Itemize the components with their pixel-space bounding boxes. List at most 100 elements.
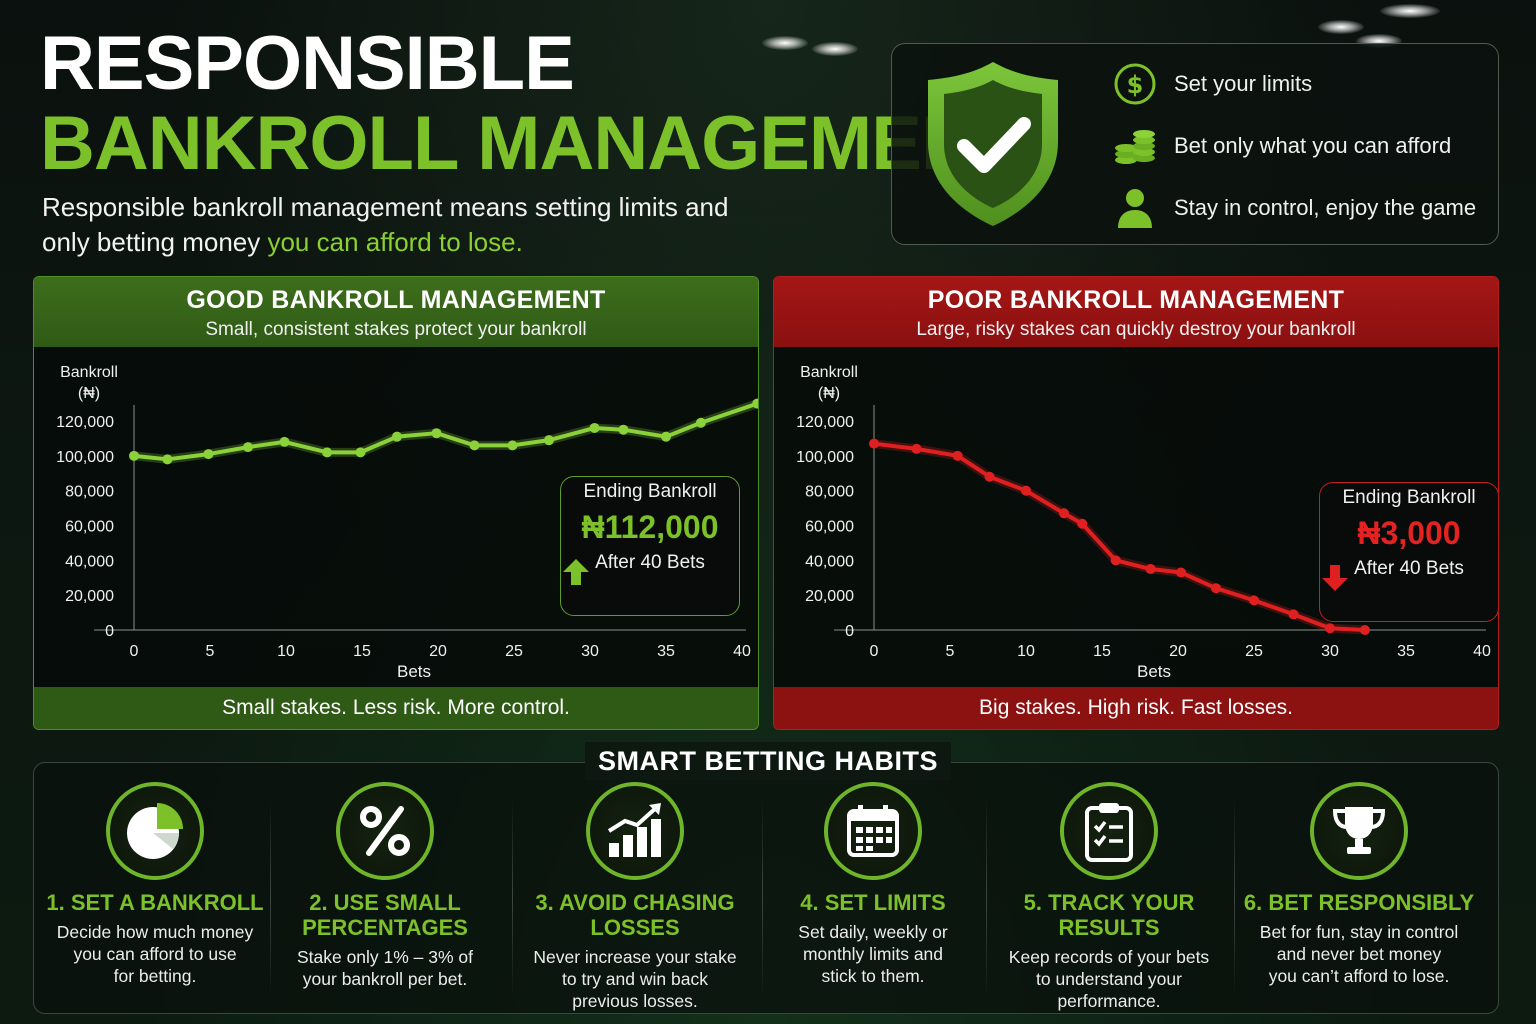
data-point (162, 454, 173, 465)
x-tick-label: 15 (1093, 643, 1111, 660)
habit-title: 1. SET A BANKROLL (46, 890, 264, 915)
data-point (1176, 567, 1187, 578)
x-tick-label: 35 (657, 643, 675, 660)
shield-check-icon (928, 62, 1058, 226)
y-tick-label: 120,000 (56, 414, 114, 431)
data-point (695, 417, 706, 428)
page-title-line2: BANKROLL MANAGEMENT (40, 101, 1021, 186)
habits-title: SMART BETTING HABITS (585, 742, 951, 780)
data-point (589, 422, 600, 433)
pie-chart-icon (106, 782, 204, 880)
trophy-icon (1310, 782, 1408, 880)
down-arrow-icon (1322, 565, 1348, 591)
habit-description: Stake only 1% – 3% of your bankroll per b… (296, 947, 474, 989)
tip-bet-afford: Bet only what you can afford (1110, 124, 1451, 168)
ending-label: Ending Bankroll (1342, 487, 1476, 508)
calendar-icon (824, 782, 922, 880)
data-point (243, 442, 253, 453)
good-panel-footer: Small stakes. Less risk. More control. (34, 687, 758, 729)
person-icon (1110, 186, 1160, 230)
tip-label: Set your limits (1174, 71, 1313, 96)
y-tick-label: 0 (105, 623, 114, 640)
data-point (203, 449, 214, 460)
data-point (618, 424, 629, 435)
tip-label: Bet only what you can afford (1174, 133, 1452, 158)
poor-ending-box: Ending Bankroll ₦3,000 After 40 Bets (1319, 482, 1498, 622)
x-axis-label: Bets (1137, 662, 1171, 681)
good-bankroll-chart: Bankroll (₦) 0 20,000 40,000 60,000 80,000 100,… (56, 364, 758, 681)
x-tick-label: 25 (1245, 643, 1263, 660)
up-arrow-icon (563, 559, 589, 585)
x-axis-label: Bets (397, 662, 431, 681)
y-tick-label: 100,000 (56, 449, 114, 466)
good-panel-heading: GOOD BANKROLL MANAGEMENT (186, 286, 606, 314)
x-tick-label: 30 (581, 643, 599, 660)
intro-text-main: Responsible bankroll management means se… (42, 192, 729, 257)
data-point (469, 440, 480, 451)
poor-panel-footer: Big stakes. High risk. Fast losses. (774, 687, 1498, 729)
y-axis-label: Bankroll (800, 364, 858, 381)
data-point (1249, 595, 1259, 606)
habit-avoid-chasing: 3. AVOID CHASING LOSSES Never increase yo… (516, 782, 754, 1012)
habit-description: Bet for fun, stay in control and never be… (1259, 922, 1459, 986)
clipboard-checklist-icon (1060, 782, 1158, 880)
x-tick-label: 25 (505, 643, 523, 660)
habit-track-results: 5. TRACK YOUR RESULTS Keep records of you… (990, 782, 1228, 1012)
ending-note: After 40 Bets (595, 552, 705, 573)
y-tick-label: 20,000 (805, 588, 854, 605)
poor-panel-subheading: Large, risky stakes can quickly destroy … (916, 319, 1356, 340)
dollar-circle-icon: $ (1110, 62, 1160, 106)
y-tick-label: 40,000 (805, 553, 854, 570)
data-point (1110, 555, 1121, 566)
good-bankroll-panel: GOOD BANKROLL MANAGEMENT Small, consiste… (33, 276, 759, 730)
growth-chart-icon (586, 782, 684, 880)
y-tick-label: 0 (845, 623, 854, 640)
data-point (431, 428, 442, 439)
habit-small-percentages: 2. USE SMALL PERCENTAGES Stake only 1% – … (266, 782, 504, 990)
tip-set-limits: $ Set your limits (1110, 62, 1312, 106)
x-tick-label: 40 (733, 643, 751, 660)
poor-panel-heading: POOR BANKROLL MANAGEMENT (927, 286, 1345, 314)
data-point (1145, 564, 1156, 575)
ending-value: ₦112,000 (581, 509, 719, 545)
tip-stay-control: Stay in control, enjoy the game (1110, 186, 1476, 230)
x-tick-label: 5 (946, 643, 955, 660)
y-tick-label: 80,000 (65, 484, 114, 501)
data-point (1325, 623, 1335, 634)
data-point (869, 438, 879, 449)
intro-text: Responsible bankroll management means se… (42, 190, 762, 260)
y-tick-label: 20,000 (65, 588, 114, 605)
data-point (911, 443, 922, 454)
data-point (661, 431, 671, 442)
habit-title: 5. TRACK YOUR RESULTS (1023, 890, 1195, 940)
x-tick-label: 0 (870, 643, 879, 660)
intro-text-highlight: you can afford to lose. (267, 227, 523, 257)
x-tick-label: 20 (429, 643, 447, 660)
data-point (129, 450, 139, 461)
x-tick-label: 0 (130, 643, 139, 660)
x-tick-label: 5 (206, 643, 215, 660)
data-point (952, 450, 963, 461)
x-tick-label: 35 (1397, 643, 1415, 660)
page-title-line1: RESPONSIBLE (40, 21, 575, 106)
data-point (391, 431, 402, 442)
habit-title: 2. USE SMALL PERCENTAGES (302, 890, 468, 940)
y-tick-label: 120,000 (796, 414, 854, 431)
x-tick-label: 40 (1473, 643, 1491, 660)
data-point (1211, 583, 1221, 594)
data-point (1359, 625, 1370, 635)
habit-description: Never increase your stake to try and win … (533, 947, 737, 1011)
svg-text:$: $ (1127, 71, 1144, 99)
data-point (1077, 518, 1088, 529)
y-tick-label: 80,000 (805, 484, 854, 501)
data-point (984, 471, 995, 482)
data-point (355, 447, 366, 458)
x-tick-label: 15 (353, 643, 371, 660)
poor-bankroll-panel: POOR BANKROLL MANAGEMENT Large, risky st… (773, 276, 1499, 730)
y-tick-label: 60,000 (65, 519, 114, 536)
habit-description: Decide how much money you can afford to u… (56, 922, 254, 986)
data-point (507, 440, 518, 451)
data-point (752, 398, 758, 409)
habit-set-bankroll: 1. SET A BANKROLL Decide how much money y… (36, 782, 274, 987)
habits-section (33, 762, 1499, 1014)
